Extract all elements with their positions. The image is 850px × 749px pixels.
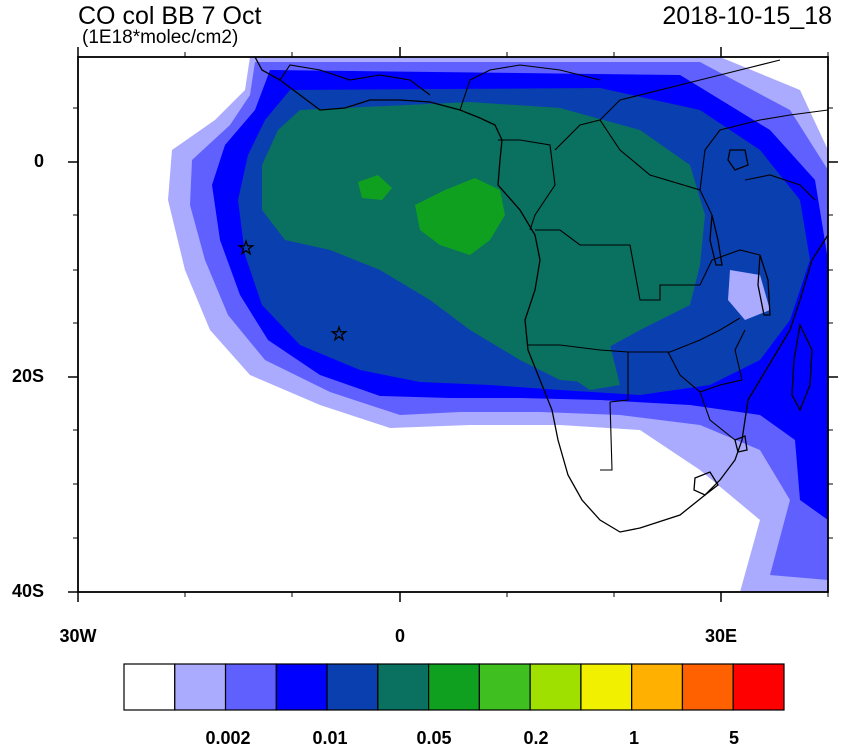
lesotho <box>693 471 719 496</box>
border <box>528 344 629 403</box>
colorbar-label: 0.01 <box>312 728 348 748</box>
border <box>600 401 613 471</box>
colorbar-swatch <box>631 663 684 711</box>
contour-level-5c <box>560 340 620 390</box>
site-markers <box>237 238 348 342</box>
eswatini <box>734 435 748 453</box>
x-tick-label-30e: 30E <box>704 626 738 646</box>
colorbar-swatch <box>174 663 227 711</box>
plot-border <box>77 56 829 593</box>
contour-level-2b <box>728 270 770 320</box>
colorbar <box>123 663 785 711</box>
colorbar-swatch <box>732 663 785 711</box>
contour-level-6 <box>415 178 505 255</box>
border <box>734 329 746 381</box>
contour-level-6b <box>358 175 392 200</box>
colorbar-label: 0.05 <box>416 728 452 748</box>
colorbar-swatch <box>428 663 480 711</box>
border <box>279 64 431 96</box>
x-tick-label-30w: 30W <box>59 626 97 646</box>
y-tick-label-40s: 40S <box>11 581 44 601</box>
lake-victoria <box>727 149 749 171</box>
colorbar-swatch <box>224 663 277 711</box>
colorbar-swatch <box>478 663 531 711</box>
contour-level-5b <box>520 260 640 335</box>
africa-coast <box>254 57 828 533</box>
lake-malawi <box>757 254 771 316</box>
colorbar-swatch <box>529 663 582 711</box>
colorbar-label: 0.002 <box>205 728 251 748</box>
co-field <box>168 57 828 592</box>
colorbar-swatch <box>681 663 734 711</box>
border <box>699 109 828 191</box>
border <box>628 317 741 353</box>
plot-timestamp: 2018-10-15_18 <box>662 2 832 30</box>
x-tick-label-0: 0 <box>394 626 405 646</box>
colorbar-label: 5 <box>728 728 739 748</box>
colorbar-swatch <box>377 663 430 711</box>
colorbar-swatch <box>275 663 328 711</box>
coastlines <box>254 57 828 533</box>
border <box>498 139 556 231</box>
madagascar <box>791 322 813 412</box>
colorbar-swatch <box>123 663 176 711</box>
colorbar-swatch <box>326 663 379 711</box>
colorbar-label: 1 <box>628 728 639 748</box>
plot-title: CO col BB 7 Oct <box>78 2 262 30</box>
y-tick-label-0: 0 <box>33 151 44 171</box>
colorbar-swatch <box>580 663 633 711</box>
border <box>744 174 816 201</box>
country-borders <box>279 59 828 471</box>
star-marker <box>330 324 348 342</box>
lake-tanganyika <box>709 214 723 266</box>
border <box>535 229 713 301</box>
y-tick-label-20s: 20S <box>11 366 44 386</box>
border <box>699 391 736 441</box>
border <box>599 59 781 121</box>
map-frame <box>68 47 838 602</box>
colorbar-label: 0.2 <box>523 728 549 748</box>
plot-units: (1E18*molec/cm2) <box>82 27 239 48</box>
border <box>711 249 761 261</box>
star-marker <box>237 238 255 256</box>
border <box>459 64 601 111</box>
